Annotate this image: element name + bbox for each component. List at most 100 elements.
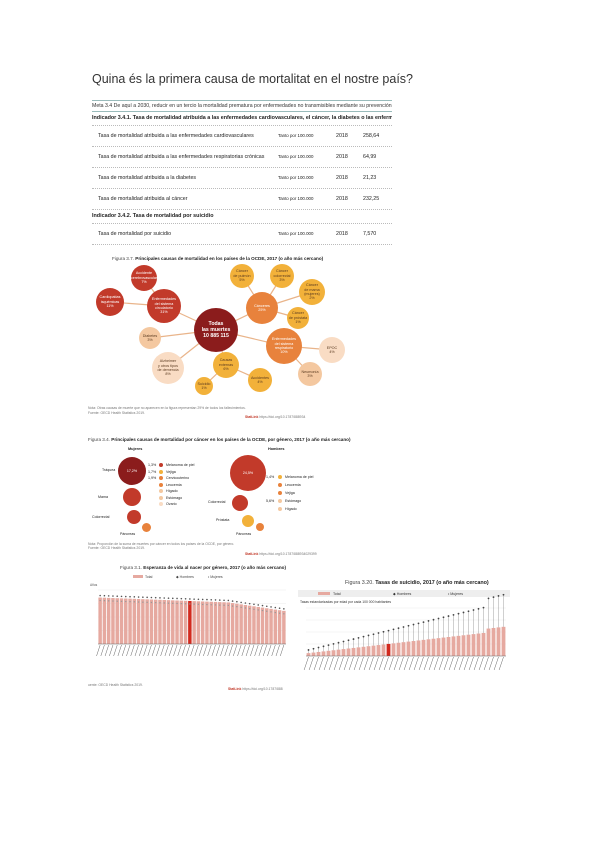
table-row: Tasa de mortalidad atribuida al cáncer Ta… [92, 189, 392, 210]
country-tick-label [388, 656, 394, 671]
bar [141, 599, 145, 644]
bar [115, 598, 119, 644]
bar [476, 633, 481, 656]
female-marker [244, 607, 247, 609]
chart-subtitle: Tasas estandarizadas por edad por cada 1… [300, 600, 391, 604]
bar [277, 610, 282, 644]
male-marker [402, 626, 405, 628]
male-marker [452, 613, 455, 616]
male-marker [176, 597, 178, 600]
female-marker [219, 604, 221, 606]
bar [431, 638, 436, 656]
male-marker [347, 639, 350, 642]
legend-dot [159, 502, 163, 507]
country-tick-label [443, 656, 449, 671]
legend-percent: 5,6% [266, 499, 275, 503]
female-marker [116, 600, 118, 602]
bar [361, 646, 366, 656]
bubble-label: 8% [165, 372, 171, 377]
country-tick-label [168, 644, 174, 657]
page-title: Quina és la primera causa de mortalitat … [92, 72, 414, 86]
legend-percent: 1,7% [148, 469, 157, 474]
legend-dot [278, 507, 282, 512]
bar [239, 604, 243, 644]
bar [179, 600, 184, 644]
bubble-label: externas [218, 362, 234, 367]
figure-caption: Figura 3.20. Tasas de suicidio, 2017 (o … [345, 580, 489, 586]
bar [230, 603, 235, 644]
country-tick-label [473, 656, 479, 671]
female-marker [172, 602, 174, 605]
bubble-label: y otros tipos [158, 363, 178, 368]
legend-label: Cervicouterino [166, 476, 190, 480]
female-marker [240, 606, 242, 609]
country-tick-label [130, 644, 135, 657]
bar [391, 643, 396, 656]
male-marker [180, 597, 183, 600]
suicide-rate-chart: Total ◆ Hombres • Mujeres Tasas estandariza… [298, 590, 510, 671]
bar [119, 598, 124, 644]
country-tick-label [160, 644, 165, 657]
cancer-bubble [232, 495, 248, 511]
y-axis-label: Años [90, 583, 98, 587]
male-marker [99, 594, 101, 597]
male-marker [382, 630, 385, 633]
bar [461, 635, 466, 656]
male-marker [462, 611, 465, 614]
country-tick-label [190, 644, 195, 657]
female-marker [193, 603, 195, 605]
statlink-logo: StatLink [245, 415, 259, 419]
bubble-label: las muertes [201, 327, 231, 333]
bar [311, 652, 316, 656]
bar [98, 597, 102, 644]
bar [446, 636, 451, 656]
country-tick-label [413, 656, 419, 671]
bubble-label: Cáncer [236, 269, 248, 274]
country-tick-label [228, 644, 233, 657]
legend-label: Melanoma de piel [285, 475, 314, 479]
legend-dot [159, 495, 163, 500]
cause-bubble: Accidente cerebrovascular 7% [131, 265, 157, 291]
legend-dot [159, 489, 163, 494]
male-marker [327, 644, 330, 647]
legend-dot [159, 476, 163, 481]
bubble-label: Todas [208, 321, 224, 327]
female-marker [159, 602, 161, 604]
country-tick-label [418, 656, 424, 671]
country-tick-label [358, 656, 364, 671]
country-tick-label [428, 656, 434, 671]
bubble-label: 31% [160, 310, 168, 315]
cause-bubble: Suicidio 1% [195, 377, 213, 395]
bar [376, 645, 381, 656]
male-marker [367, 634, 370, 637]
bubble-label: colorrectal [273, 273, 291, 278]
cancer-bubble: 24,5% [230, 455, 266, 491]
male-marker [502, 593, 505, 596]
bar [158, 599, 162, 644]
male-marker [437, 617, 440, 620]
country-tick-label [211, 644, 216, 657]
country-tick-label [333, 656, 339, 671]
female-marker [163, 602, 165, 604]
legend-label: Vejiga [285, 491, 295, 495]
indicator-label: Tasa de mortalidad atribuida al cáncer [98, 196, 188, 202]
legend-dot [278, 483, 282, 488]
female-marker [231, 605, 234, 607]
female-marker [154, 601, 157, 604]
legend-label: Melanoma de piel [166, 463, 195, 467]
bubble-value: 17,2% [126, 468, 138, 473]
legend-percent: 1,9% [148, 476, 157, 480]
country-tick-label [224, 644, 229, 657]
bar [501, 626, 506, 656]
bar [175, 600, 179, 644]
female-marker [214, 604, 217, 606]
bubble-label: 3% [147, 338, 153, 342]
figure-title: Principales causas de mortalidad en los … [135, 256, 324, 261]
bubble-label: 10 885 115 [203, 333, 229, 339]
cause-bubble: Enfermedades del sistema circulatorio 31% [147, 289, 181, 323]
country-tick-label [373, 656, 379, 671]
bubble-label: Diabetes [142, 333, 158, 338]
bar [456, 635, 461, 656]
country-tick-label [343, 656, 349, 671]
bar [166, 600, 171, 644]
